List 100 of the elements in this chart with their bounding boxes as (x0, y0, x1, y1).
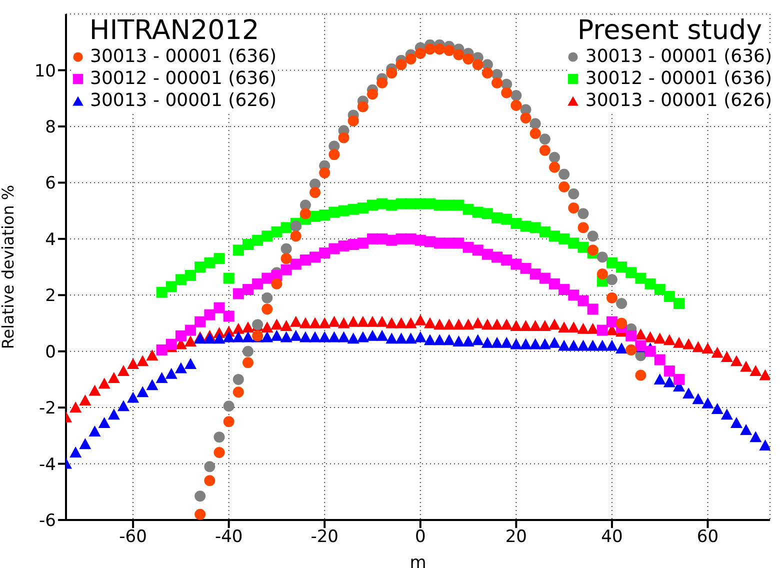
point (626, 330, 637, 342)
point (644, 346, 656, 357)
point (194, 490, 206, 502)
point (280, 264, 292, 276)
point (280, 222, 292, 234)
legend-label: 30013 - 00001 (626) (90, 90, 277, 112)
legend-label: 30013 - 00001 (626) (585, 90, 772, 112)
point (194, 316, 206, 328)
point (674, 298, 685, 310)
y-axis-title: Relative deviation % (0, 184, 18, 350)
point (338, 132, 350, 144)
point (223, 310, 234, 322)
point (223, 416, 234, 428)
point (616, 298, 628, 310)
point (674, 374, 685, 385)
point (271, 278, 282, 290)
point (635, 272, 646, 284)
point (578, 295, 589, 306)
point (472, 59, 484, 70)
point (510, 100, 522, 111)
point (175, 274, 186, 286)
point (386, 68, 398, 79)
point (462, 53, 474, 64)
x-tick-label: 20 (505, 527, 527, 548)
point (530, 268, 541, 280)
y-tick-label: 10 (34, 61, 56, 82)
point (252, 278, 264, 290)
point (367, 88, 378, 100)
point (242, 346, 254, 357)
point (587, 230, 598, 242)
x-tick-label: -20 (310, 527, 339, 548)
point (548, 278, 560, 290)
point (568, 202, 580, 214)
point (223, 400, 234, 412)
x-tick-label: 60 (696, 527, 719, 548)
point (232, 386, 244, 398)
point (185, 270, 196, 281)
annotation: Present study (577, 15, 762, 46)
y-tick-label: -6 (39, 511, 56, 532)
y-tick-label: 0 (45, 342, 56, 362)
point (664, 366, 675, 377)
point (214, 253, 225, 264)
point (280, 243, 292, 254)
point (578, 242, 589, 253)
y-tick-label: -4 (39, 454, 56, 475)
point (262, 292, 273, 304)
point (596, 324, 608, 336)
y-tick-label: -2 (39, 398, 56, 419)
point (558, 168, 570, 180)
point (548, 152, 560, 163)
annotation: HITRAN2012 (89, 15, 260, 46)
point (587, 304, 598, 315)
x-tick-label: 0 (414, 527, 426, 548)
point (434, 44, 446, 55)
point (262, 304, 273, 315)
point (664, 291, 675, 302)
point (492, 77, 503, 88)
legend-label: 30012 - 00001 (636) (90, 68, 277, 90)
point (606, 316, 618, 328)
point (194, 262, 206, 272)
point (635, 370, 646, 381)
point (156, 286, 168, 298)
y-tick-label: 6 (45, 174, 56, 194)
point (539, 144, 550, 156)
point (300, 208, 311, 220)
point (396, 59, 407, 70)
point (539, 134, 550, 145)
point (558, 181, 570, 192)
point (328, 149, 340, 160)
point (596, 268, 608, 280)
y-tick-label: 8 (45, 117, 56, 138)
x-tick-label: -60 (119, 527, 147, 548)
point (204, 309, 216, 320)
legend-label: 30013 - 00001 (636) (585, 46, 772, 68)
point (414, 48, 426, 59)
point (214, 432, 225, 443)
point (644, 278, 656, 290)
point (290, 230, 302, 242)
point (310, 187, 321, 198)
point (424, 44, 436, 55)
point (214, 447, 225, 458)
point (280, 253, 292, 264)
point (587, 244, 598, 256)
point (530, 118, 541, 130)
point (232, 374, 244, 385)
point (501, 87, 512, 98)
legend-label: 30013 - 00001 (636) (90, 46, 277, 68)
point (482, 68, 493, 79)
point (616, 262, 628, 272)
point (520, 262, 532, 274)
point (185, 324, 196, 336)
point (166, 281, 177, 292)
point (166, 338, 177, 350)
point (616, 318, 628, 329)
point (175, 330, 186, 342)
point (530, 128, 541, 139)
point (223, 272, 234, 284)
legend-label: 30012 - 00001 (636) (585, 68, 772, 90)
point (242, 284, 254, 295)
point (578, 222, 589, 234)
